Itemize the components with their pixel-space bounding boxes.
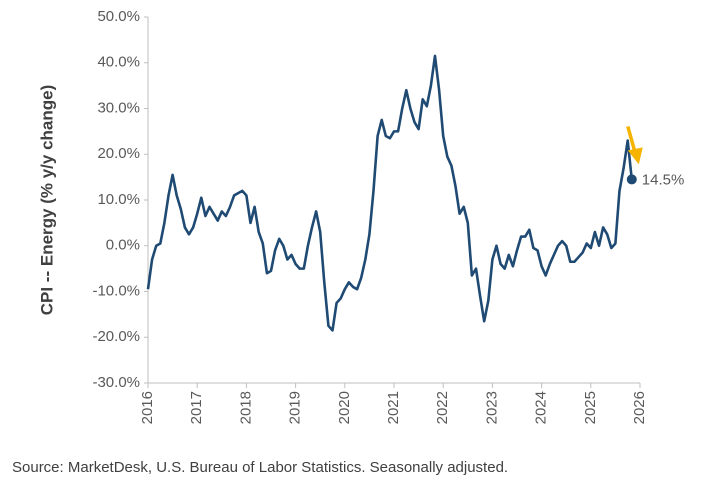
x-tick-label: 2017 [188,391,205,424]
y-tick-label: 30.0% [97,99,140,116]
x-tick-label: 2021 [385,391,402,424]
arrow-shaft [626,125,637,152]
line-series [146,54,634,332]
y-tick-label: 50.0% [97,8,140,25]
x-tick-label: 2016 [139,391,156,424]
source-note: Source: MarketDesk, U.S. Bureau of Labor… [12,459,508,476]
y-tick-label: -30.0% [92,374,140,391]
x-tick-label: 2020 [336,391,353,424]
arrow-head [627,147,643,165]
x-tick-label: 2024 [533,391,550,424]
y-tick-label: -10.0% [92,282,140,299]
x-tick-label: 2023 [483,391,500,424]
y-axis-label: CPI -- Energy (% y/y change) [37,85,56,316]
y-tick-label: 40.0% [97,54,140,71]
y-tick-label: -20.0% [92,328,140,345]
end-point [626,174,637,185]
x-tick-label: 2026 [631,391,648,424]
x-tick-label: 2025 [582,391,599,424]
x-tick-label: 2018 [237,391,254,424]
y-tick-label: 10.0% [97,191,140,208]
x-tick-label: 2019 [287,391,304,424]
y-tick-label: 20.0% [97,145,140,162]
end-label: 14.5% [642,171,685,188]
x-tick-label: 2022 [434,391,451,424]
y-tick-label: 0.0% [106,237,140,254]
